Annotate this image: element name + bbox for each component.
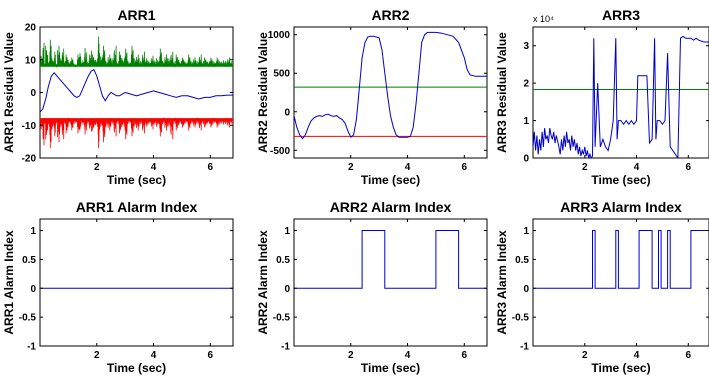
chart-1-title: ARR1 <box>117 7 155 23</box>
chart-5-axes-box <box>293 218 488 347</box>
chart-2-series-3 <box>294 31 487 140</box>
chart-1-xtick-label: 2 <box>94 162 100 173</box>
chart-4-xtick-label: 6 <box>208 350 214 361</box>
chart-6-ytick-label: 0.5 <box>515 255 529 266</box>
chart-4-ylabel: ARR1 Alarm Index <box>2 230 16 335</box>
chart-1-ytick-label: -20 <box>22 154 37 165</box>
chart-5-title: ARR2 Alarm Index <box>330 199 452 215</box>
chart-6-ytick-label: -1 <box>520 342 529 353</box>
chart-3-xtick-label: 4 <box>634 162 640 173</box>
chart-3-plot-area <box>533 35 709 158</box>
chart-2-xtick-label: 6 <box>462 162 468 173</box>
chart-2-xtick-label: 2 <box>348 162 354 173</box>
chart-2-title: ARR2 <box>371 7 409 23</box>
chart-1-ylabel: ARR1 Residual Value <box>2 32 16 153</box>
chart-4: 2 4 6 -1 -0.5 0 0.5 1 ARR1 Alarm Index Time (sec)… <box>2 199 234 375</box>
chart-6-xtick-label: 2 <box>582 350 588 361</box>
chart-4-ytick-label: -0.5 <box>19 313 37 324</box>
chart-2: 2 4 6 -500 0 500 1000 ARR2 Time (sec) ARR2 Residu… <box>256 7 488 187</box>
chart-6-xtick-label: 4 <box>634 350 640 361</box>
chart-1-ytick-label: -10 <box>22 121 37 132</box>
chart-3-xlabel: Time (sec) <box>591 173 650 187</box>
chart-5-plot-area <box>294 230 487 289</box>
chart-4-xtick-label: 2 <box>94 350 100 361</box>
chart-5-series-1 <box>294 230 487 289</box>
chart-2-plot-area <box>294 31 487 140</box>
chart-6-ylabel: ARR3 Alarm Index <box>495 230 509 335</box>
chart-5-ytick-label: 0 <box>284 284 290 295</box>
chart-5-xtick-label: 4 <box>405 350 411 361</box>
chart-6-xtick-label: 6 <box>686 350 692 361</box>
chart-3-axes-box <box>532 26 709 159</box>
chart-5: 2 4 6 -1 -0.5 0 0.5 1 ARR2 Alarm Index Time (sec)… <box>256 199 488 375</box>
chart-6-ytick-label: 0 <box>523 284 529 295</box>
chart-3-xtick-label: 6 <box>686 162 692 173</box>
chart-5-xlabel: Time (sec) <box>361 361 420 375</box>
chart-3-ytick-label: 1 <box>523 116 529 127</box>
chart-2-ytick-label: 500 <box>273 69 290 80</box>
chart-1-series-3 <box>40 68 233 113</box>
chart-1-ytick-label: 10 <box>25 55 37 66</box>
chart-3-axis-multiplier: x 10⁴ <box>533 14 554 24</box>
chart-6-ytick-label: -0.5 <box>512 313 530 324</box>
chart-3: 2 4 6 0 1 2 3 ARR3 Time (sec) ARR3 Residual Value… <box>495 7 709 187</box>
chart-4-axes-box <box>39 218 234 347</box>
chart-6-ytick-label: 1 <box>523 226 529 237</box>
chart-3-title: ARR3 <box>602 7 640 23</box>
chart-6-axes-box <box>532 218 709 347</box>
chart-2-xlabel: Time (sec) <box>361 173 420 187</box>
chart-5-ytick-label: 1 <box>284 226 290 237</box>
chart-4-ytick-label: 0.5 <box>22 255 36 266</box>
chart-5-xtick-label: 6 <box>462 350 468 361</box>
chart-6-plot-area <box>533 230 709 289</box>
chart-4-ytick-label: -1 <box>27 342 36 353</box>
chart-3-xtick-label: 2 <box>582 162 588 173</box>
chart-1-xtick-label: 4 <box>151 162 157 173</box>
chart-3-ylabel: ARR3 Residual Value <box>495 32 509 153</box>
chart-4-title: ARR1 Alarm Index <box>76 199 198 215</box>
chart-4-ytick-label: 0 <box>30 284 36 295</box>
chart-2-ylabel: ARR2 Residual Value <box>256 32 270 153</box>
chart-1-axes-box <box>39 26 234 159</box>
chart-2-ytick-label: -500 <box>270 146 290 157</box>
chart-1-plot-area <box>40 36 233 149</box>
chart-5-xtick-label: 2 <box>348 350 354 361</box>
chart-6-title: ARR3 Alarm Index <box>560 199 682 215</box>
chart-5-ylabel: ARR2 Alarm Index <box>256 230 270 335</box>
chart-2-axes-box <box>293 26 488 159</box>
chart-1-xlabel: Time (sec) <box>107 173 166 187</box>
chart-2-xtick-label: 4 <box>405 162 411 173</box>
chart-1-ytick-label: 0 <box>30 88 36 99</box>
chart-2-ytick-label: 0 <box>284 107 290 118</box>
chart-6-xlabel: Time (sec) <box>591 361 650 375</box>
chart-3-ytick-label: 0 <box>523 154 529 165</box>
chart-6-series-1 <box>533 230 709 289</box>
chart-3-ytick-label: 2 <box>523 79 529 90</box>
chart-5-ytick-label: -1 <box>281 342 290 353</box>
chart-4-ytick-label: 1 <box>30 226 36 237</box>
chart-3-ytick-label: 3 <box>523 41 529 52</box>
chart-6: 2 4 6 -1 -0.5 0 0.5 1 ARR3 Alarm Index Time (sec)… <box>495 199 709 375</box>
chart-5-ytick-label: -0.5 <box>273 313 291 324</box>
chart-3-series-2 <box>533 35 709 158</box>
chart-1: 2 4 6 -20 -10 0 10 20 ARR1 Time (sec) ARR1 Residua… <box>2 7 234 187</box>
chart-5-ytick-label: 0.5 <box>276 255 290 266</box>
chart-4-xtick-label: 4 <box>151 350 157 361</box>
chart-1-ytick-label: 20 <box>25 23 37 34</box>
chart-4-xlabel: Time (sec) <box>107 361 166 375</box>
chart-1-xtick-label: 6 <box>208 162 214 173</box>
chart-2-ytick-label: 1000 <box>268 30 291 41</box>
